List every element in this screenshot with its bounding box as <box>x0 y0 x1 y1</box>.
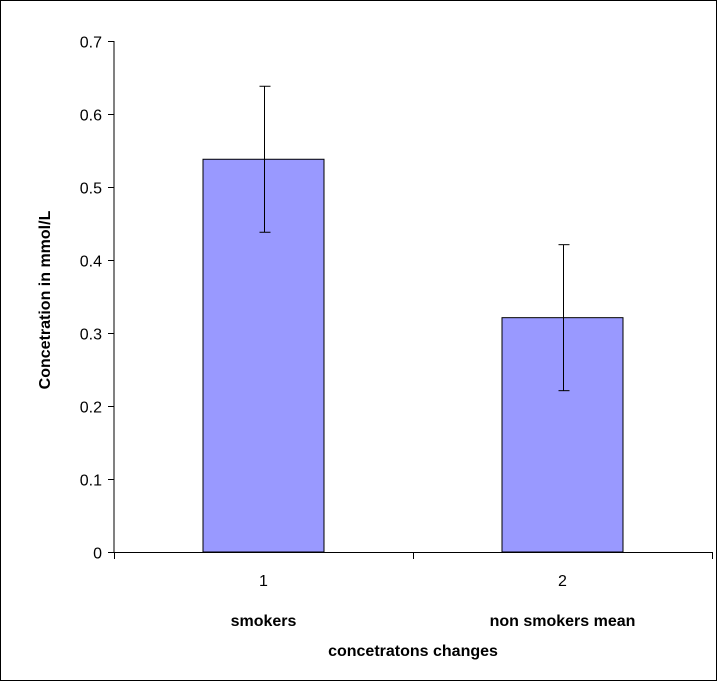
y-tick-label: 0.6 <box>80 108 102 125</box>
bar <box>202 158 325 553</box>
error-bars <box>259 85 570 392</box>
bars <box>202 158 624 553</box>
y-tick-label: 0 <box>93 546 102 563</box>
y-axis: 0 0.1 0.2 0.3 0.4 0.5 0.6 0.7 <box>80 35 115 563</box>
y-axis-title: Concetration in mmol/L <box>37 210 54 389</box>
category-label: non smokers mean <box>490 613 636 630</box>
y-tick-label: 0.1 <box>80 473 102 490</box>
y-tick-label: 0.5 <box>80 181 102 198</box>
x-tick-label: 1 <box>259 573 268 590</box>
x-axis-title: concetratons changes <box>328 643 498 660</box>
y-tick-label: 0.2 <box>80 400 102 417</box>
y-tick-label: 0.7 <box>80 35 102 52</box>
y-tick-label: 0.3 <box>80 327 102 344</box>
x-tick-label: 2 <box>558 573 567 590</box>
y-tick-label: 0.4 <box>80 254 102 271</box>
bar <box>501 317 624 553</box>
category-label: smokers <box>231 613 297 630</box>
x-axis: 1 smokers 2 non smokers mean <box>114 552 713 630</box>
